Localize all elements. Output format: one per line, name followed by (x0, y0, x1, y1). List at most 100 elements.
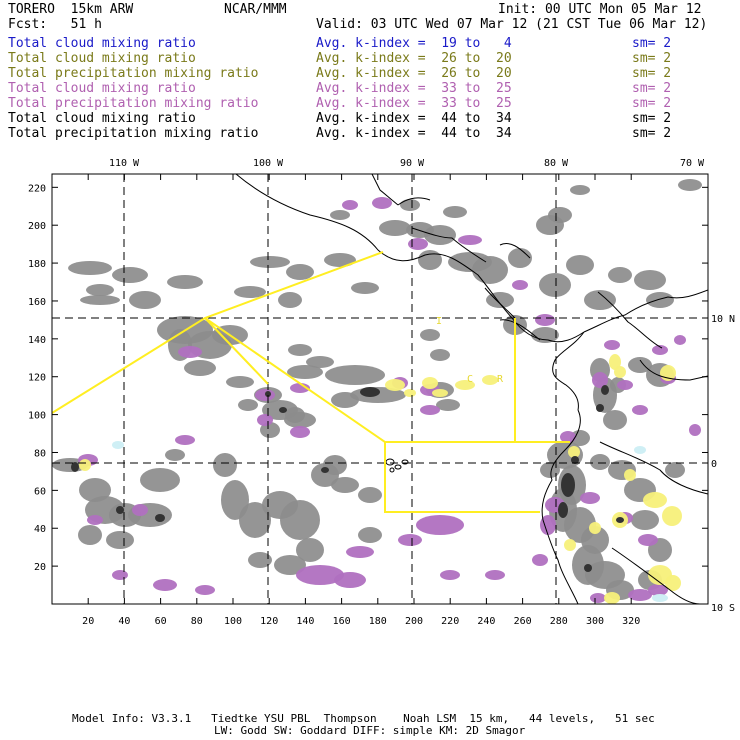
coastline-segment (541, 409, 581, 521)
coastline-segment (484, 287, 516, 319)
cloud-core-dark (71, 462, 79, 472)
cloud-area-gray (436, 399, 460, 411)
x-tick-label: 320 (622, 616, 640, 627)
cloud-area-gray (165, 449, 185, 461)
cloud-area-gray (631, 510, 659, 530)
cloud-area-gray (486, 292, 514, 308)
cloud-area-yellow (455, 380, 475, 390)
coastline-segment (552, 331, 585, 411)
cloud-area-gray (472, 256, 508, 284)
x-tick-label: 220 (441, 616, 459, 627)
precip-area-purple (408, 238, 428, 250)
cloud-area-gray (306, 356, 334, 368)
latitude-label: 10 S (711, 603, 735, 614)
x-tick-label: 100 (224, 616, 242, 627)
precip-area-purple (590, 593, 606, 603)
cloud-area-gray (325, 365, 385, 385)
latitude-label: 10 N (711, 314, 735, 325)
legend-field: Total cloud mixing ratio (8, 36, 196, 51)
legend-field: Total precipitation mixing ratio (8, 66, 259, 81)
cloud-area-gray (184, 360, 216, 376)
cloud-core-dark (360, 387, 380, 397)
precip-area-purple (540, 515, 556, 535)
precip-area-purple (178, 346, 202, 358)
y-tick-label: 20 (34, 562, 46, 573)
region-boundaries (51, 251, 570, 513)
cloud-core-dark (265, 391, 271, 397)
cloud-area-yellow (604, 592, 620, 604)
cloud-area-gray (539, 273, 571, 297)
cloud-core-dark (116, 506, 124, 514)
legend-sm: sm= 2 (632, 36, 672, 51)
y-tick-label: 40 (34, 524, 46, 535)
model-info-line1: Model Info: V3.3.1 Tiedtke YSU PBL Thomp… (72, 712, 655, 725)
precip-area-purple (372, 197, 392, 209)
island-outline (385, 458, 395, 466)
precip-area-purple (296, 565, 344, 585)
island-outline (401, 459, 409, 465)
cloud-area-gray (678, 179, 702, 191)
precip-area-purple (617, 380, 633, 390)
cloud-area-gray (570, 185, 590, 195)
cloud-area-gray (531, 327, 559, 343)
longitude-label: 70 W (680, 158, 705, 169)
legend-sm: sm= 2 (632, 66, 672, 81)
cloud-area-gray (287, 365, 323, 379)
legend-kindex: Avg. k-index = 19 to 4 (316, 36, 512, 51)
legend-field: Total cloud mixing ratio (8, 81, 196, 96)
precip-area-purple (342, 200, 358, 210)
legend-kindex: Avg. k-index = 44 to 34 (316, 111, 512, 126)
coastline-segment (583, 289, 708, 333)
x-tick-label: 80 (191, 616, 203, 627)
cloud-area-gray (274, 555, 306, 575)
cloud-area-yellow (568, 446, 580, 458)
precip-area-purple (628, 589, 652, 601)
graticule (52, 174, 708, 604)
cloud-area-yellow (404, 389, 416, 397)
cloud-area-yellow (614, 366, 626, 378)
y-tick-label: 200 (28, 221, 46, 232)
cloud-area-gray (603, 410, 627, 430)
legend-sm: sm= 2 (632, 81, 672, 96)
cloud-area-gray (250, 256, 290, 268)
legend-field: Total precipitation mixing ratio (8, 126, 259, 141)
cloud-area-gray (140, 468, 180, 492)
coastlines (235, 174, 708, 604)
cloud-area-gray (443, 206, 467, 218)
y-tick-label: 140 (28, 335, 46, 346)
y-tick-label: 220 (28, 183, 46, 194)
cloud-area-yellow (385, 379, 405, 391)
cloud-area-yellow (432, 389, 448, 397)
cloud-area-gray (79, 478, 111, 502)
forecast-hour: Fcst: 51 h (8, 17, 102, 32)
coastline-segment (235, 174, 585, 343)
precip-area-purple (652, 345, 668, 355)
legend-sm: sm= 2 (632, 111, 672, 126)
cloud-area-yellow (422, 377, 438, 389)
cloud-area-yellow (624, 469, 636, 481)
precip-area-purple (632, 405, 648, 415)
coastline-segment (499, 319, 541, 341)
cloud-area-gray (628, 357, 652, 373)
precip-area-purple (485, 570, 505, 580)
cloud-area-gray (226, 376, 254, 388)
coastline-segment (542, 519, 579, 604)
cloud-core-dark (279, 407, 287, 413)
region-letter: I (436, 316, 442, 327)
cloud-core-dark (601, 385, 609, 395)
x-tick-label: 260 (514, 616, 532, 627)
plot-frame (51, 173, 709, 605)
legend-sm: sm= 2 (632, 96, 672, 111)
cloud-area-gray (351, 282, 379, 294)
cloud-area-gray (129, 291, 161, 309)
precip-area-purple (290, 383, 310, 393)
longitude-label: 110 W (109, 158, 140, 169)
precip-area-purple (420, 405, 440, 415)
cloud-area-gray (167, 275, 203, 289)
legend-kindex: Avg. k-index = 44 to 34 (316, 126, 512, 141)
cloud-area-gray (358, 527, 382, 543)
cloud-core-dark (321, 467, 329, 473)
x-tick-label: 40 (118, 616, 130, 627)
model-title: TORERO 15km ARW (8, 2, 134, 17)
